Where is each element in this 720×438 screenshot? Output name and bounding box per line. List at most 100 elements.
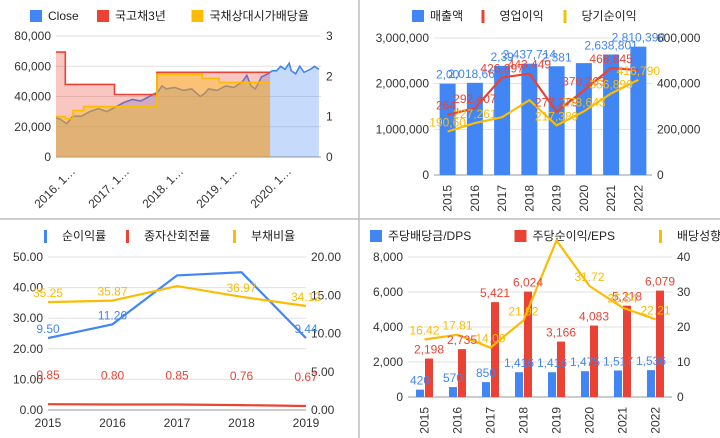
legend-swatch	[563, 10, 567, 23]
y-right-tick-label: 3	[326, 29, 333, 43]
data-label: 22.21	[640, 303, 670, 317]
data-label: 0.85	[36, 368, 60, 382]
y-left-tick-label: 40,000	[14, 90, 51, 104]
y-right-tick-label: 0	[326, 150, 333, 164]
data-label: 2,39	[490, 50, 514, 64]
y-left-tick-label: 80,000	[14, 29, 51, 43]
series-area	[56, 74, 271, 157]
y-right-tick-label: 0	[657, 168, 664, 182]
x-tick-label: 2015	[418, 407, 432, 434]
x-tick-label: 2019	[550, 185, 564, 212]
legend-label: 배당성향	[677, 229, 720, 243]
data-label: 35.87	[97, 285, 127, 299]
legend-label: 당기순이익	[582, 9, 637, 23]
legend-swatch	[97, 10, 109, 22]
y-left-tick-label: 0	[44, 150, 51, 164]
y-left-tick-label: 60,000	[14, 59, 51, 73]
data-label: 0.80	[101, 368, 125, 382]
data-label: 16.42	[409, 324, 439, 338]
bar	[458, 349, 466, 397]
y-right-tick-label: 0.00	[311, 403, 335, 417]
bar	[449, 387, 457, 397]
legend-swatch	[412, 10, 424, 22]
data-label: 264,	[436, 99, 459, 113]
data-label: 292,407	[453, 92, 497, 106]
y-left-tick-label: 4,000	[373, 320, 403, 334]
y-left-tick-label: 3,000,000	[376, 31, 430, 45]
legend-label: Close	[48, 9, 79, 23]
y-right-tick-label: 10	[677, 355, 691, 369]
legend-label: 순이익률	[62, 229, 106, 243]
data-label: 34.12	[291, 290, 321, 304]
x-tick-label: 2018	[228, 416, 255, 430]
data-label: 426,897	[480, 62, 524, 76]
data-label: 1,416	[504, 356, 534, 370]
data-label: 5,421	[480, 286, 510, 300]
data-label: 2,00	[436, 68, 460, 82]
legend-swatch	[44, 230, 47, 243]
x-tick-label: 2020	[583, 407, 597, 434]
y-right-tick-label: 20.00	[311, 250, 341, 264]
data-label: 370,263	[562, 74, 606, 88]
legend-label: 부채비율	[251, 229, 295, 243]
data-label: 2,735	[447, 333, 477, 347]
y-right-tick-label: 1	[326, 110, 333, 124]
x-tick-label: 2020	[577, 185, 591, 212]
bar	[647, 370, 655, 397]
y-left-tick-label: 20,000	[14, 120, 51, 134]
x-tick-label: 2017	[495, 185, 509, 212]
series-line	[447, 66, 639, 116]
bar	[494, 65, 511, 175]
y-right-tick-label: 40	[677, 250, 691, 264]
bar	[515, 372, 523, 397]
data-label: 6,024	[513, 276, 543, 290]
bar	[416, 389, 424, 397]
data-label: 1,517	[603, 354, 633, 368]
data-label: 17.81	[442, 319, 472, 333]
data-label: 35.25	[33, 286, 63, 300]
stock-dividend-panel: Close 국고채3년 국채상대시가배당율 0 20,000 40,000 60,000 80…	[14, 9, 333, 211]
x-tick-label: 2016. 1…	[31, 164, 78, 211]
bar	[466, 82, 483, 175]
data-label: 1,536	[636, 354, 666, 368]
x-tick-label: 2019. 1…	[193, 164, 240, 211]
bar	[623, 305, 631, 397]
data-label: 36.97	[226, 281, 256, 295]
legend-swatch	[514, 230, 527, 242]
series-line	[47, 284, 307, 308]
x-tick-label: 2016	[468, 185, 482, 212]
legend-swatch	[370, 230, 382, 242]
data-label: 2,381	[542, 50, 572, 64]
data-label: 31.72	[574, 270, 604, 284]
data-label: 1,416	[537, 356, 567, 370]
y-left-tick-label: 2,000,000	[376, 77, 430, 91]
data-label: 0.85	[165, 368, 189, 382]
data-label: 570	[443, 371, 463, 385]
legend-label: 영업이익	[500, 9, 544, 23]
x-tick-label: 2016	[99, 416, 126, 430]
data-label: 9.44	[294, 322, 318, 336]
legend-label: 주당배당금/DPS	[388, 229, 471, 243]
x-tick-label: 2017	[164, 416, 191, 430]
bar	[491, 302, 499, 397]
y-left-tick-label: 8,000	[373, 250, 403, 264]
bar	[603, 54, 620, 176]
y-right-tick-label: 0	[677, 390, 684, 404]
data-label: 277,279	[535, 96, 579, 110]
data-label: 2,198	[414, 343, 444, 357]
x-tick-label: 2018	[517, 407, 531, 434]
legend-label: 주당순이익/EPS	[533, 229, 616, 243]
data-label: 0.67	[294, 370, 318, 384]
series-area	[56, 63, 319, 158]
bar	[614, 370, 622, 397]
series-line	[47, 271, 307, 340]
x-tick-label: 2019	[293, 416, 320, 430]
legend-swatch	[481, 10, 485, 23]
legend-swatch	[30, 10, 42, 22]
x-tick-label: 2015	[35, 416, 62, 430]
y-left-tick-label: 6,000	[373, 285, 403, 299]
bar	[581, 371, 589, 397]
data-label: 2,437,714	[503, 48, 557, 62]
y-left-tick-label: 50.00	[13, 250, 43, 264]
data-label: 9.50	[36, 322, 60, 336]
